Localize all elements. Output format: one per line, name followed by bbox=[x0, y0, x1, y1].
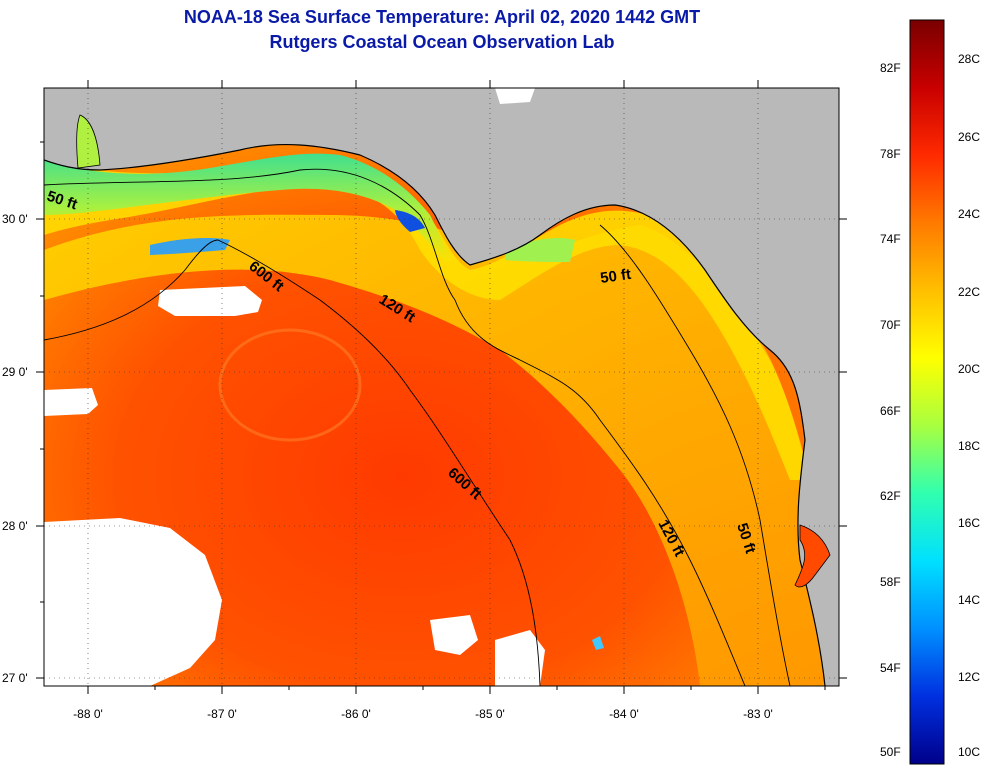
land-area bbox=[44, 88, 839, 686]
cool-spot bbox=[592, 636, 604, 650]
map-title: NOAA-18 Sea Surface Temperature: April 0… bbox=[183, 7, 701, 27]
eddy-swirl bbox=[218, 328, 362, 442]
lat-label: 29 0' bbox=[2, 365, 28, 379]
colorbar-f-label: 62F bbox=[880, 489, 901, 503]
contour-600ft-line bbox=[44, 239, 541, 686]
lon-label: -88 0' bbox=[73, 707, 103, 721]
cloud-mask bbox=[44, 88, 545, 686]
colorbar-c-label: 12C bbox=[958, 670, 981, 684]
lon-label: -87 0' bbox=[207, 707, 237, 721]
contour-120ft-line bbox=[44, 168, 746, 686]
lon-label: -86 0' bbox=[341, 707, 371, 721]
colorbar-c-label: 22C bbox=[958, 285, 981, 299]
cloud-patch bbox=[495, 88, 535, 104]
colorbar-f-label: 50F bbox=[880, 745, 901, 759]
colorbar-c-label: 24C bbox=[958, 207, 981, 221]
lon-label: -85 0' bbox=[475, 707, 505, 721]
colorbar-f-label: 70F bbox=[880, 318, 901, 332]
tampa-bay bbox=[794, 524, 831, 588]
contour-label-50ft: 50 ft bbox=[599, 266, 632, 287]
coastline bbox=[44, 143, 826, 686]
cool-water-patch-west bbox=[150, 237, 230, 255]
colorbar-c-label: 10C bbox=[958, 745, 981, 759]
lat-label: 28 0' bbox=[2, 519, 28, 533]
cloud-patch bbox=[430, 615, 478, 655]
colorbar-f-label: 54F bbox=[880, 661, 901, 675]
colorbar-f-label: 74F bbox=[880, 232, 901, 246]
map-subtitle: Rutgers Coastal Ocean Observation Lab bbox=[269, 32, 615, 52]
cloud-patch bbox=[44, 388, 98, 416]
colorbar-f-label: 78F bbox=[880, 147, 901, 161]
colorbar-c-label: 20C bbox=[958, 362, 981, 376]
cool-water-patch-central bbox=[395, 210, 425, 232]
colorbar-c-label: 16C bbox=[958, 516, 981, 530]
shelf-water-area bbox=[44, 214, 839, 686]
colorbar-f-label: 58F bbox=[880, 575, 901, 589]
colorbar-f-label: 66F bbox=[880, 404, 901, 418]
cloud-patch bbox=[158, 286, 262, 316]
colorbar-frame bbox=[909, 19, 945, 765]
colorbar-c-label: 14C bbox=[958, 593, 981, 607]
colorbar-c-label: 28C bbox=[958, 52, 981, 66]
lat-label: 30 0' bbox=[2, 212, 28, 226]
map-frame bbox=[43, 87, 840, 687]
mobile-bay bbox=[76, 114, 101, 169]
contour-50ft-east-line bbox=[599, 224, 791, 686]
cloud-patch bbox=[495, 630, 545, 686]
lon-label: -84 0' bbox=[609, 707, 639, 721]
colorbar-c-label: 26C bbox=[958, 130, 981, 144]
nearshore-yellow-area bbox=[44, 157, 810, 480]
lon-label: -83 0' bbox=[743, 707, 773, 721]
cloud-patch bbox=[44, 518, 222, 686]
colorbar bbox=[910, 20, 944, 764]
axis-ticks bbox=[36, 80, 847, 694]
lat-label: 27 0' bbox=[2, 671, 28, 685]
coastal-cool-water bbox=[44, 153, 455, 262]
colorbar-c-label: 18C bbox=[958, 439, 981, 453]
colorbar-f-label: 82F bbox=[880, 61, 901, 75]
